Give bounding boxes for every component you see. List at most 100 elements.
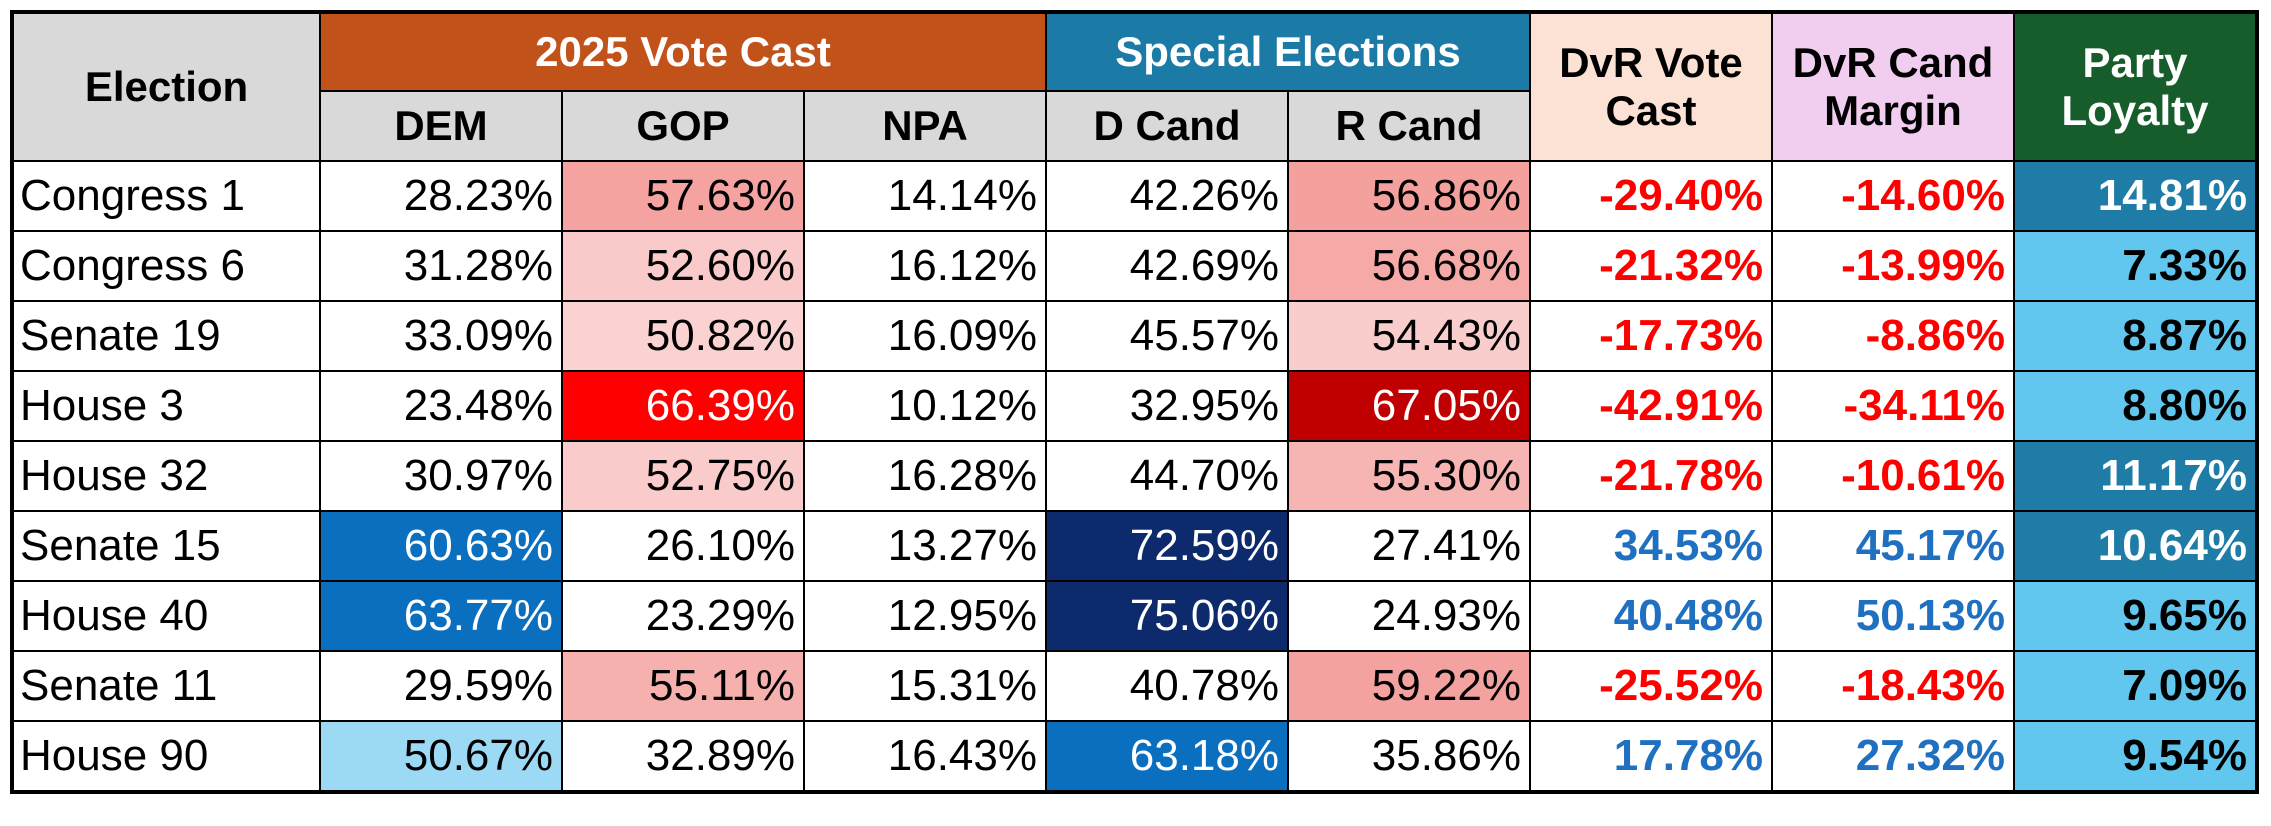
cell-value: 17.78%	[1529, 720, 1773, 793]
election-name: Senate 15	[11, 510, 321, 582]
cell-value: 29.59%	[319, 650, 563, 722]
cell-value: 14.14%	[803, 160, 1047, 232]
election-name: Senate 11	[11, 650, 321, 722]
cell-value: -25.52%	[1529, 650, 1773, 722]
cell-value: -34.11%	[1771, 370, 2015, 442]
cell-value: 8.80%	[2013, 370, 2258, 442]
data-row: House 32 30.97% 52.75% 16.28% 44.70% 55.30% -2…	[11, 440, 2258, 512]
column-header: D Cand	[1045, 90, 1289, 162]
election-table: Election 2025 Vote Cast Special Elections D…	[10, 10, 2259, 794]
cell-value: 28.23%	[319, 160, 563, 232]
cell-value: 63.18%	[1045, 720, 1289, 793]
cell-value: 7.09%	[2013, 650, 2258, 722]
cell-value: 16.28%	[803, 440, 1047, 512]
cell-value: 15.31%	[803, 650, 1047, 722]
cell-value: 24.93%	[1287, 580, 1531, 652]
cell-value: 32.95%	[1045, 370, 1289, 442]
group-header: 2025 Vote Cast	[319, 11, 1047, 92]
cell-value: 16.12%	[803, 230, 1047, 302]
data-row: Senate 11 29.59% 55.11% 15.31% 40.78% 59.22% -…	[11, 650, 2258, 722]
cell-value: -14.60%	[1771, 160, 2015, 232]
cell-value: -42.91%	[1529, 370, 1773, 442]
election-name: House 32	[11, 440, 321, 512]
cell-value: 45.17%	[1771, 510, 2015, 582]
cell-value: 63.77%	[319, 580, 563, 652]
cell-value: 12.95%	[803, 580, 1047, 652]
cell-value: 7.33%	[2013, 230, 2258, 302]
cell-value: 50.13%	[1771, 580, 2015, 652]
group-header: Special Elections	[1045, 11, 1531, 92]
cell-value: 75.06%	[1045, 580, 1289, 652]
cell-value: 57.63%	[561, 160, 805, 232]
cell-value: 56.86%	[1287, 160, 1531, 232]
column-header: DvR Cand Margin	[1771, 11, 2015, 162]
cell-value: 42.69%	[1045, 230, 1289, 302]
cell-value: 50.82%	[561, 300, 805, 372]
table-body: Congress 1 28.23% 57.63% 14.14% 42.26% 56.86%…	[11, 160, 2258, 793]
column-header: Party Loyalty	[2013, 11, 2258, 162]
cell-value: 27.32%	[1771, 720, 2015, 793]
cell-value: 66.39%	[561, 370, 805, 442]
cell-value: 55.11%	[561, 650, 805, 722]
cell-value: 30.97%	[319, 440, 563, 512]
table-header: Election 2025 Vote Cast Special Elections D…	[11, 11, 2258, 162]
election-name: House 40	[11, 580, 321, 652]
column-header: R Cand	[1287, 90, 1531, 162]
subheader-row: DEM GOP NPA D Cand R Cand	[12, 90, 2257, 162]
column-header: DvR Vote Cast	[1529, 11, 1773, 162]
column-header: NPA	[803, 90, 1047, 162]
data-row: Senate 19 33.09% 50.82% 16.09% 45.57% 54.43% -…	[11, 300, 2258, 372]
data-row: House 40 63.77% 23.29% 12.95% 75.06% 24.93% 40…	[11, 580, 2258, 652]
header-label: Party Loyalty	[2061, 39, 2209, 134]
election-name: Senate 19	[11, 300, 321, 372]
cell-value: 59.22%	[1287, 650, 1531, 722]
cell-value: 23.48%	[319, 370, 563, 442]
cell-value: -21.32%	[1529, 230, 1773, 302]
cell-value: 10.64%	[2013, 510, 2258, 582]
header-row: Election 2025 Vote Cast Special Elections D…	[11, 11, 2258, 162]
cell-value: 26.10%	[561, 510, 805, 582]
cell-value: 42.26%	[1045, 160, 1289, 232]
cell-value: 52.75%	[561, 440, 805, 512]
cell-value: 23.29%	[561, 580, 805, 652]
cell-value: 8.87%	[2013, 300, 2258, 372]
data-row: Congress 1 28.23% 57.63% 14.14% 42.26% 56.86%…	[11, 160, 2258, 232]
cell-value: 67.05%	[1287, 370, 1531, 442]
cell-value: -29.40%	[1529, 160, 1773, 232]
cell-value: 72.59%	[1045, 510, 1289, 582]
cell-value: 60.63%	[319, 510, 563, 582]
cell-value: -18.43%	[1771, 650, 2015, 722]
cell-value: 54.43%	[1287, 300, 1531, 372]
election-name: Congress 6	[11, 230, 321, 302]
cell-value: 35.86%	[1287, 720, 1531, 793]
cell-value: 55.30%	[1287, 440, 1531, 512]
cell-value: -8.86%	[1771, 300, 2015, 372]
cell-value: 40.48%	[1529, 580, 1773, 652]
data-row: Congress 6 31.28% 52.60% 16.12% 42.69% 56.68%…	[11, 230, 2258, 302]
cell-value: 45.57%	[1045, 300, 1289, 372]
cell-value: 9.54%	[2013, 720, 2258, 793]
cell-value: 10.12%	[803, 370, 1047, 442]
cell-value: 16.43%	[803, 720, 1047, 793]
data-row: Senate 15 60.63% 26.10% 13.27% 72.59% 27.41% 3…	[11, 510, 2258, 582]
cell-value: 11.17%	[2013, 440, 2258, 512]
cell-value: -17.73%	[1529, 300, 1773, 372]
cell-value: 56.68%	[1287, 230, 1531, 302]
data-row: House 3 23.48% 66.39% 10.12% 32.95% 67.05% -42…	[11, 370, 2258, 442]
column-header: DEM	[319, 90, 563, 162]
cell-value: 52.60%	[561, 230, 805, 302]
cell-value: 50.67%	[319, 720, 563, 793]
header-label: DvR Vote Cast	[1559, 39, 1743, 134]
cell-value: 13.27%	[803, 510, 1047, 582]
cell-value: 16.09%	[803, 300, 1047, 372]
cell-value: 33.09%	[319, 300, 563, 372]
cell-value: -21.78%	[1529, 440, 1773, 512]
cell-value: 40.78%	[1045, 650, 1289, 722]
cell-value: 34.53%	[1529, 510, 1773, 582]
election-name: Congress 1	[11, 160, 321, 232]
cell-value: 9.65%	[2013, 580, 2258, 652]
data-row: House 90 50.67% 32.89% 16.43% 63.18% 35.86% 17…	[11, 720, 2258, 793]
election-name: House 3	[11, 370, 321, 442]
column-header: GOP	[561, 90, 805, 162]
cell-value: -10.61%	[1771, 440, 2015, 512]
